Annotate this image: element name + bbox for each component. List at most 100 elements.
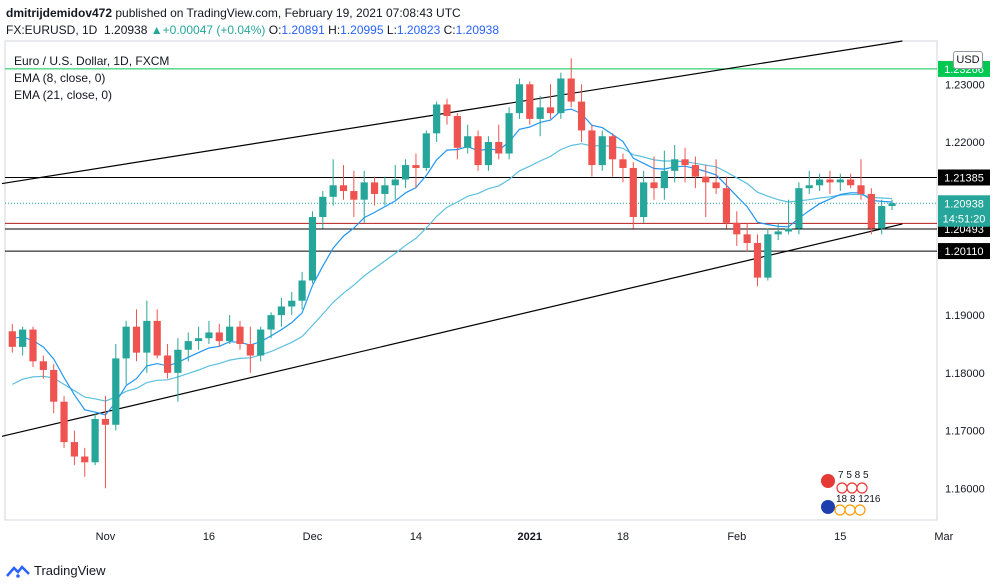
candle-body <box>847 179 855 186</box>
horizontal-levels <box>5 68 937 252</box>
candle-body <box>246 343 254 356</box>
candle-body <box>743 234 751 243</box>
y-tick-label: 1.23000 <box>945 79 985 91</box>
candle-body <box>163 355 172 373</box>
candle-body <box>857 185 865 194</box>
symbol-label: FX:EURUSD, 1D <box>6 23 98 37</box>
candle-body <box>39 361 47 370</box>
candle-body <box>588 130 596 166</box>
candle-body <box>70 442 78 457</box>
low-label: L: <box>386 23 397 37</box>
candle-body <box>764 234 772 278</box>
candle-body <box>81 456 89 463</box>
events-row2: 18 8 1216 <box>836 494 881 505</box>
candle-body <box>215 332 223 342</box>
candle-body <box>267 315 275 330</box>
candle-body <box>391 179 399 186</box>
candle-body <box>567 78 575 102</box>
candle-body <box>29 329 37 362</box>
level-label: 1.20493 <box>944 224 984 236</box>
legend-ema21[interactable]: EMA (21, close, 0) <box>14 88 113 102</box>
candle-body <box>339 185 348 192</box>
x-tick-label: Dec <box>303 531 323 543</box>
candle-body <box>484 141 492 166</box>
candle-body <box>412 165 420 168</box>
ema-lines <box>12 108 893 416</box>
close-label: C: <box>443 23 456 37</box>
x-tick-label: 18 <box>617 531 629 543</box>
tradingview-logo-icon <box>6 564 30 578</box>
candle-body <box>422 133 430 168</box>
ema8-line <box>12 108 893 416</box>
candle-body <box>50 369 58 402</box>
open-value: 1.20891 <box>281 23 325 37</box>
candle-body <box>816 179 824 186</box>
candle-body <box>495 141 503 154</box>
candle-body <box>681 159 689 166</box>
x-tick-label: 2021 <box>518 531 542 543</box>
candle-body <box>236 326 244 344</box>
candle-body <box>702 176 710 183</box>
candle-body <box>671 159 679 171</box>
candle-body <box>402 165 410 180</box>
x-tick-label: 15 <box>834 531 846 543</box>
candle-body <box>609 136 617 160</box>
candle-body <box>784 228 793 232</box>
candle-body <box>536 107 544 119</box>
candle-body <box>308 217 317 281</box>
x-tick-label: Feb <box>727 531 746 543</box>
x-tick-label: 16 <box>203 531 215 543</box>
candles <box>8 58 896 489</box>
trendlines <box>1 40 903 437</box>
legend-title[interactable]: Euro / U.S. Dollar, 1D, FXCM <box>14 54 170 68</box>
candle-body <box>91 419 99 463</box>
candle-body <box>453 116 461 148</box>
event-marker-icon <box>836 482 848 494</box>
close-value: 1.20938 <box>455 23 500 37</box>
candle-body <box>60 401 68 443</box>
candle-body <box>122 326 130 359</box>
events-widget: 7 5 8 5 18 8 1216 <box>821 470 881 516</box>
ema21-line <box>12 143 893 402</box>
legend-ema8[interactable]: EMA (8, close, 0) <box>14 71 106 85</box>
axes: 1.23000 1.22000 1.19000 1.18000 1.17000 1.160… <box>96 79 985 543</box>
plot-border <box>4 40 938 521</box>
level-label-bg <box>938 243 990 260</box>
candle-body <box>619 159 627 168</box>
candle-body <box>888 203 896 207</box>
y-tick-label: 1.22000 <box>945 137 985 149</box>
candle-body <box>505 113 513 154</box>
event-marker-icon <box>856 482 868 494</box>
candle-body <box>557 78 565 114</box>
candle-body <box>867 193 875 229</box>
candle-body <box>195 338 203 342</box>
candle-body <box>101 419 110 425</box>
candle-body <box>515 84 524 114</box>
candle-body <box>795 188 803 229</box>
y-tick-label: 1.17000 <box>945 426 985 438</box>
candle-body <box>650 182 658 189</box>
candle-body <box>712 182 720 189</box>
candle-body <box>19 329 27 347</box>
trendline <box>1 223 903 437</box>
candle-body <box>774 231 782 235</box>
level-label-bg <box>938 169 990 186</box>
candle-body <box>370 182 379 194</box>
candle-body <box>878 206 886 229</box>
countdown-label-bg <box>938 210 990 227</box>
candle-body <box>298 280 306 301</box>
candle-body <box>464 136 472 148</box>
candle-body <box>805 185 813 189</box>
last-price-label-bg <box>938 195 990 212</box>
tradingview-footer[interactable]: TradingView <box>6 563 106 578</box>
publish-info: published on TradingView.com, February 1… <box>112 6 461 20</box>
candle-body <box>598 136 606 166</box>
author-name[interactable]: dmitrijdemidov472 <box>6 6 113 20</box>
last-price-label: 1.20938 <box>944 198 984 210</box>
countdown-label: 14:51:20 <box>943 214 986 226</box>
currency-button[interactable]: USD <box>953 51 983 69</box>
candle-body <box>577 101 586 131</box>
y-tick-label: 1.16000 <box>945 483 985 495</box>
candle-body <box>226 326 234 342</box>
